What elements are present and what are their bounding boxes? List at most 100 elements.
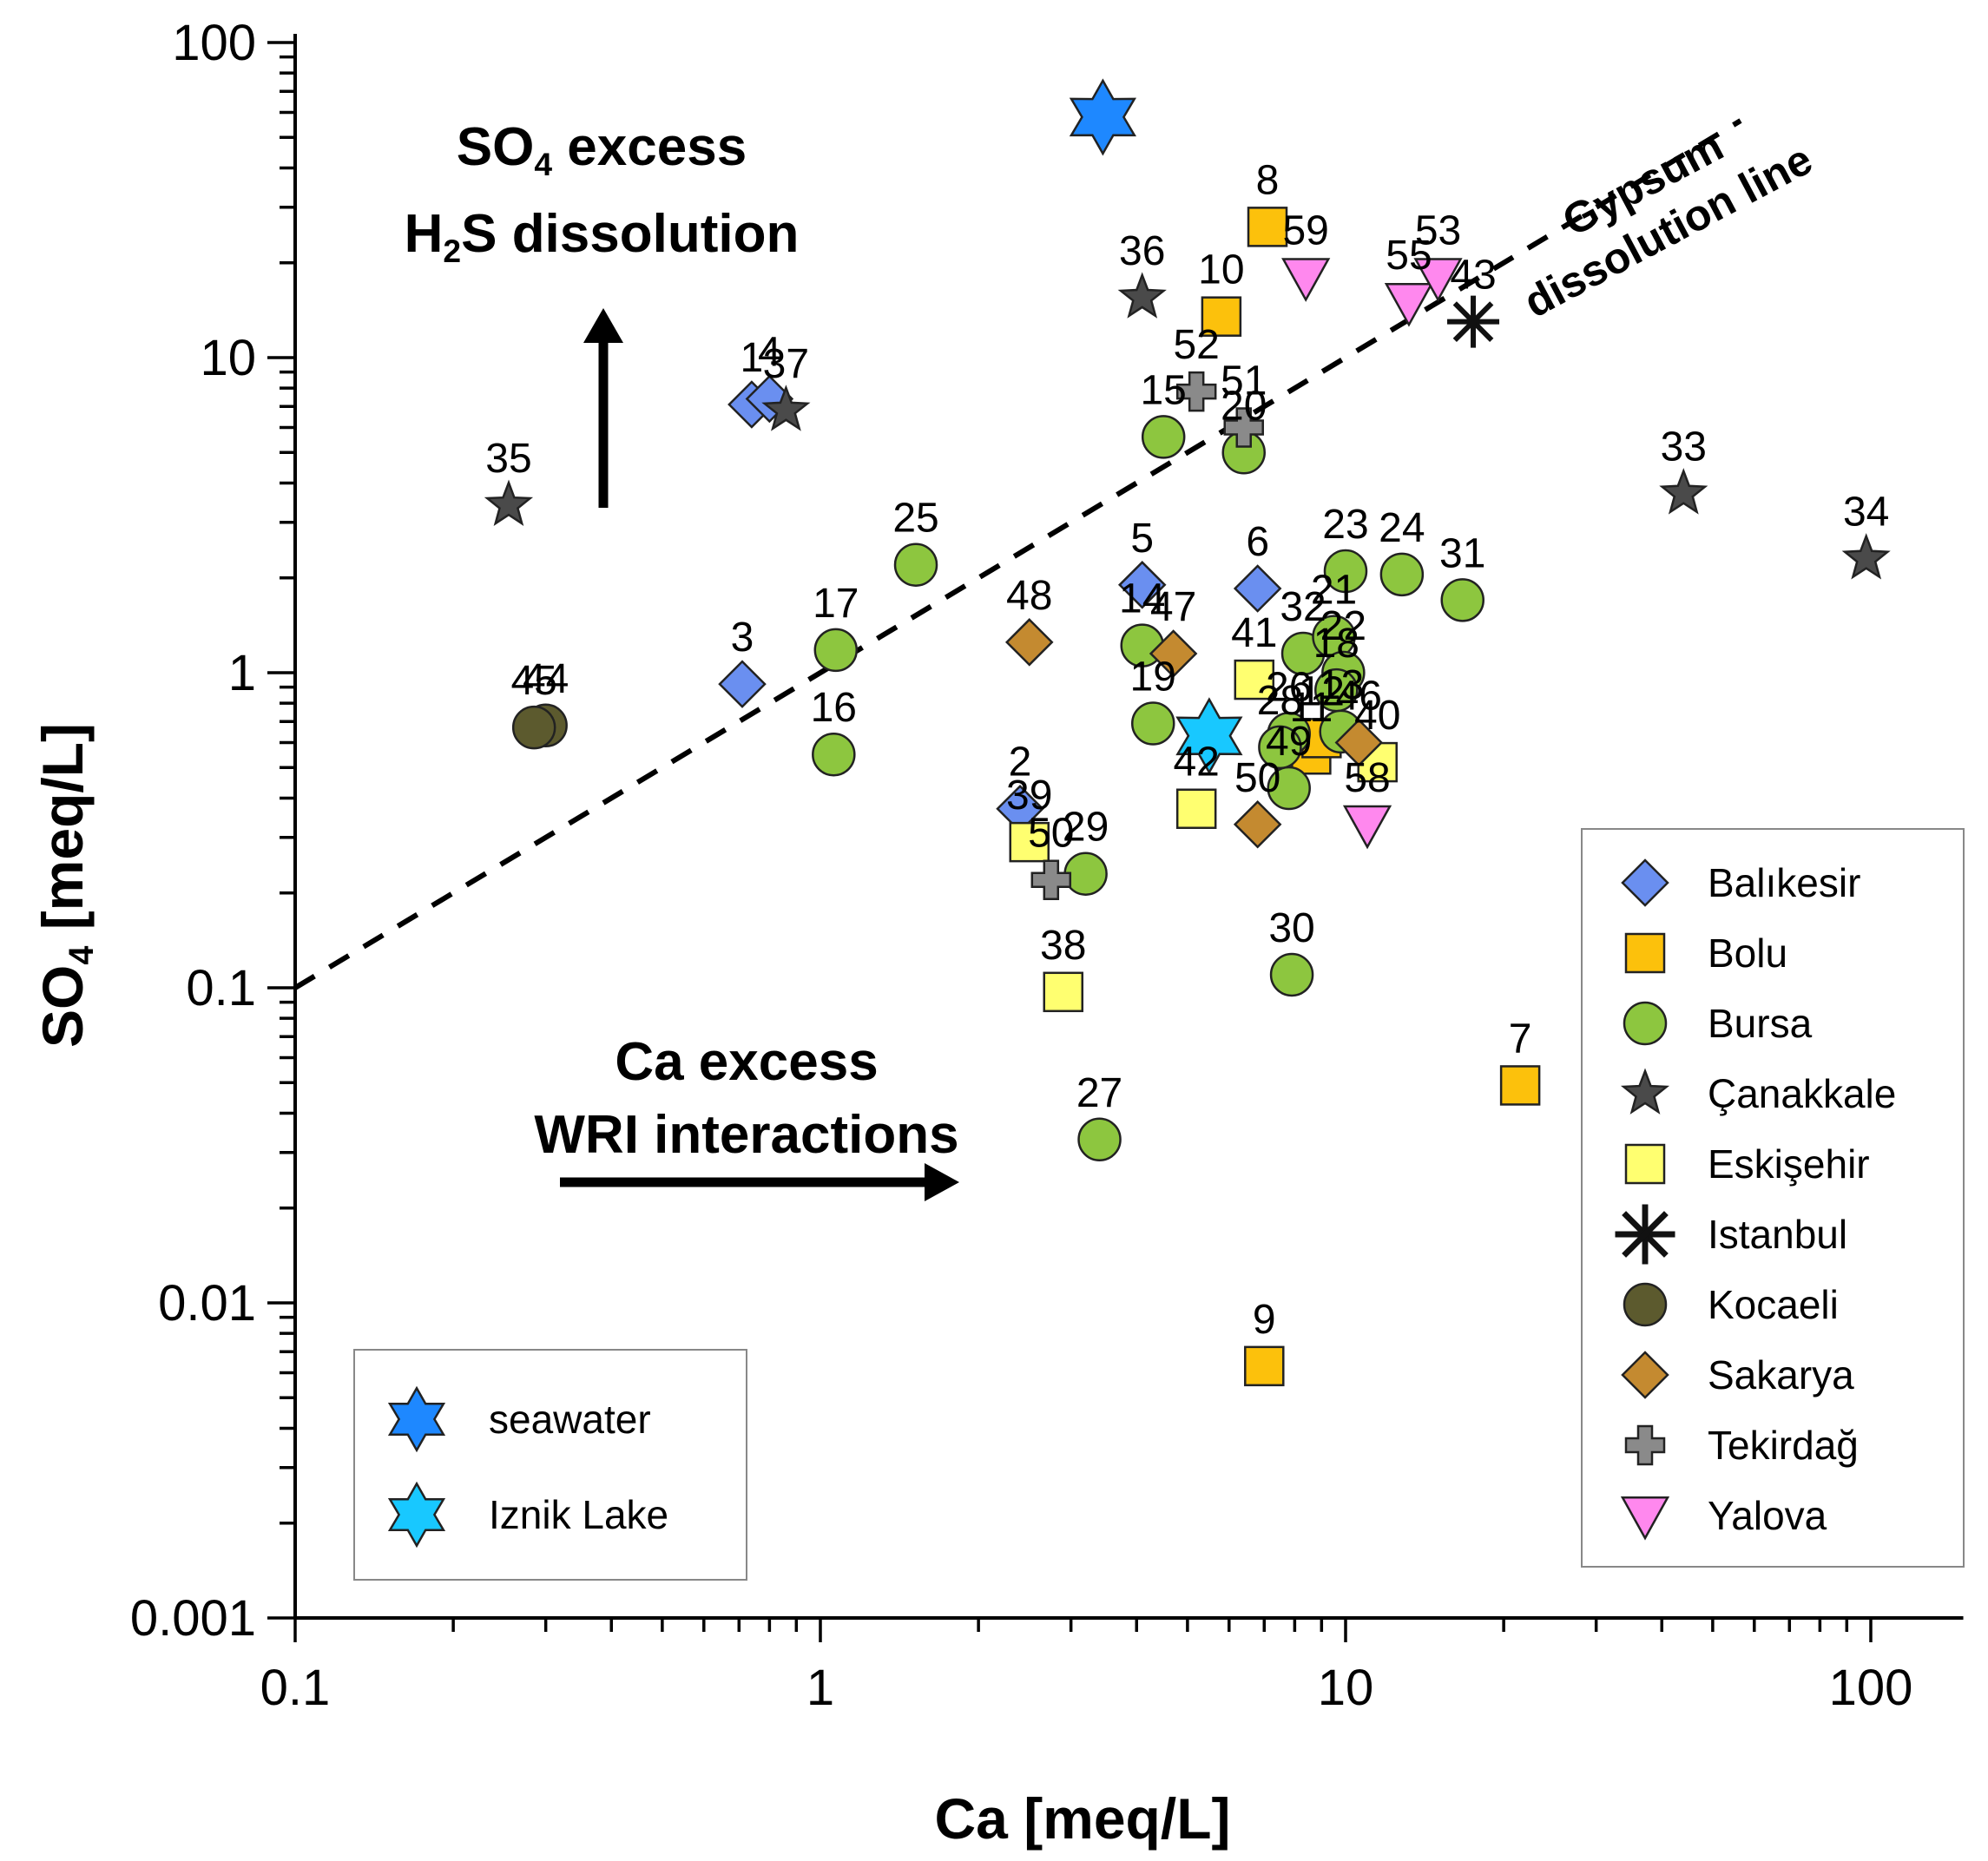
point-label: 12 (1299, 668, 1345, 714)
point-label: 59 (1282, 207, 1328, 253)
legend-reference-frame (353, 1349, 747, 1581)
point-label: 8 (1256, 157, 1280, 203)
point-label: 7 (1509, 1016, 1532, 1062)
point-label: 41 (1231, 610, 1277, 656)
point-label: 39 (1006, 773, 1052, 819)
point-label: 11 (1289, 685, 1333, 731)
point-yalova-58 (1342, 805, 1392, 850)
point-bursa-25 (893, 543, 938, 587)
legend-marker (1624, 1424, 1666, 1466)
x-tick-label: 1 (806, 1660, 834, 1716)
y-tick-label: 0.001 (130, 1590, 256, 1647)
axes: 0.1 1 10 100 0.001 0.01 0.1 1 10 100 (130, 15, 1964, 1716)
point-label: 20 (1221, 383, 1267, 429)
point-bursa-49 (1267, 766, 1311, 811)
point-label: 2 (1009, 740, 1032, 786)
gypsum-dissolution-line (293, 118, 1742, 990)
legend-marker (1623, 1001, 1668, 1046)
point-label: 29 (1063, 805, 1109, 851)
legend-label: seawater (489, 1397, 651, 1442)
y-tick-label: 100 (172, 15, 256, 71)
point-bursa-27 (1077, 1117, 1122, 1162)
legend-marker (387, 1385, 446, 1453)
y-tick-label: 10 (200, 330, 256, 386)
point-tekirda--52 (1175, 371, 1217, 412)
reference-line-layer (293, 118, 1742, 990)
annotation-ca-excess: Ca excess (615, 1032, 878, 1092)
point-label: 30 (1268, 905, 1314, 951)
legend-marker (387, 1481, 446, 1549)
legend-marker (1624, 1143, 1666, 1185)
point--anakkale-36 (1117, 272, 1167, 319)
point-label: 42 (1173, 740, 1219, 786)
point-label: 10 (1198, 247, 1244, 293)
point-bursa-31 (1440, 578, 1484, 622)
legend-label: Bolu (1708, 930, 1787, 976)
x-axis-title: Ca [meq/L] (934, 1786, 1230, 1851)
legend-label: Istanbul (1708, 1212, 1847, 1257)
point-label: 48 (1006, 573, 1052, 619)
point-label: 34 (1843, 490, 1889, 536)
point-bal-kesir-6 (1233, 564, 1282, 613)
y-tick-label: 0.1 (186, 960, 256, 1016)
point-bal-kesir-5 (1117, 561, 1167, 609)
point-label: 28 (1257, 678, 1303, 724)
point-label: 14 (1119, 576, 1165, 622)
point-label: 5 (1130, 516, 1154, 562)
point-bursa-23 (1323, 549, 1368, 594)
point-eski-ehir-42 (1175, 788, 1217, 829)
point-yalova-53 (1413, 258, 1463, 302)
point-label: 33 (1661, 424, 1707, 470)
point-label: 3 (731, 615, 754, 661)
legend: Balıkesir Bolu Bursa Çanakkale Eskişehir Ista… (1581, 828, 1965, 1568)
point--anakkale-35 (484, 479, 534, 526)
point-bursa-17 (813, 628, 859, 673)
point-label: 44 (523, 656, 569, 702)
data-points (484, 78, 1891, 1387)
legend-marker (1621, 1351, 1669, 1399)
point-label: 19 (1130, 654, 1176, 700)
point-label: 50 (1234, 755, 1280, 801)
point-label: 6 (1246, 519, 1269, 565)
legend-marker (1620, 1496, 1670, 1541)
point-label: 13 (1318, 662, 1364, 708)
y-tick-label: 0.01 (158, 1275, 256, 1332)
point-bursa-16 (812, 732, 856, 777)
legend-label: Tekirdağ (1708, 1423, 1859, 1468)
point--anakkale-34 (1841, 533, 1891, 580)
point-label: 15 (1140, 367, 1186, 413)
point-label: 49 (1266, 719, 1312, 765)
point-label: 9 (1253, 1297, 1276, 1343)
point-yalova-59 (1281, 258, 1331, 302)
point-iznik-lake (1175, 697, 1243, 775)
point-label: 18 (1313, 621, 1359, 667)
point-seawater (1069, 78, 1137, 156)
point-label: 24 (1379, 505, 1425, 551)
point--anakkale-37 (761, 385, 811, 431)
point-bal-kesir-3 (718, 660, 767, 708)
legend-label: Balıkesir (1708, 860, 1860, 905)
point-label: 50 (1028, 811, 1074, 857)
point-label: 17 (813, 581, 859, 627)
point-kocaeli-45 (511, 705, 556, 750)
point-sakarya-46 (1334, 718, 1384, 767)
point-label: 21 (1311, 568, 1357, 614)
legend-label: Kocaeli (1708, 1282, 1839, 1327)
point-eski-ehir-38 (1043, 971, 1084, 1013)
point-eski-ehir-41 (1234, 659, 1275, 700)
point-label: 37 (763, 341, 809, 387)
point-yalova-55 (1384, 283, 1434, 327)
point-label: 25 (892, 496, 938, 542)
point-label: 23 (1322, 502, 1368, 548)
point-bursa-15 (1141, 415, 1186, 459)
point--anakkale-33 (1659, 468, 1708, 515)
annotation-so4-excess: SO4 excess (457, 117, 747, 182)
point-label: 22 (1320, 603, 1366, 649)
point-label: 27 (1076, 1070, 1122, 1116)
point-label: 32 (1280, 584, 1326, 630)
point-label: 45 (510, 658, 556, 704)
point-sakarya-47 (1149, 629, 1198, 678)
annotation-h2s-dissolution: H2S dissolution (405, 204, 800, 269)
point-label: 31 (1439, 530, 1485, 576)
